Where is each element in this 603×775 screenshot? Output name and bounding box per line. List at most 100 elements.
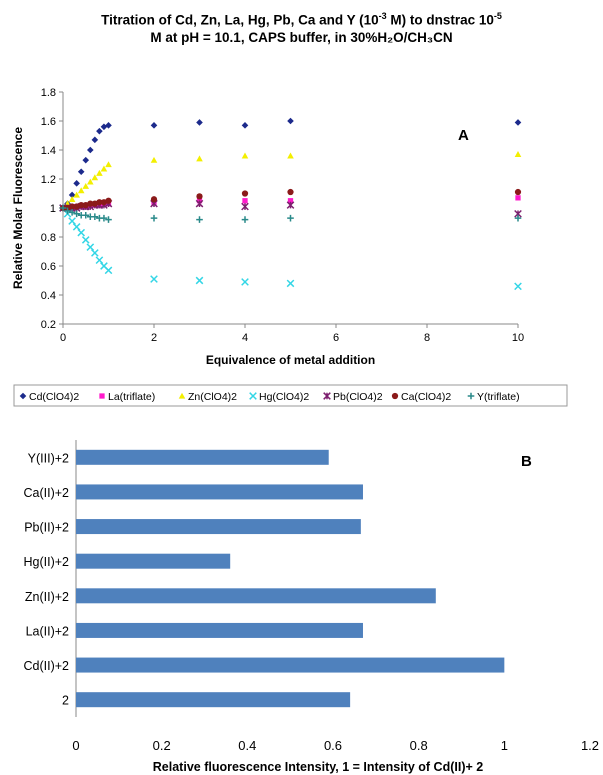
chart-a-y-tick-label: 1: [50, 203, 56, 215]
chart-a-point: [241, 152, 249, 159]
chart-a-point: [82, 182, 90, 189]
chart-a-point: [105, 122, 112, 129]
chart-a-point: [87, 200, 94, 207]
chart-a-point: [96, 199, 103, 206]
chart-a-point: [68, 203, 76, 210]
chart-b-bar: [76, 553, 231, 569]
chart-a-legend-label: Pb(ClO4)2: [333, 391, 383, 403]
chart-a-point: [96, 127, 103, 135]
chart-a-point: [81, 236, 90, 244]
chart-a-point: [77, 187, 85, 194]
chart-a-point: [95, 256, 104, 265]
chart-a-point: [287, 188, 294, 196]
chart-b-category-label: Pb(II)+2: [24, 521, 69, 535]
chart-a-y-tick-label: 0.6: [41, 261, 56, 273]
chart-a-y-axis-title: Relative Molar Fluorescence: [11, 127, 25, 289]
chart-a-x-tick-label: 4: [242, 332, 248, 344]
chart-a-point: [72, 223, 81, 231]
chart-a-y-tick-label: 1.8: [41, 87, 56, 99]
chart-a-point: [73, 210, 80, 218]
chart-a-point: [82, 156, 90, 164]
chart-a-point: [77, 168, 85, 176]
title-line-1: Titration of Cd, Zn, La, Hg, Pb, Ca and …: [101, 11, 502, 28]
chart-a-point: [241, 122, 249, 129]
chart-a-point: [105, 216, 112, 223]
chart-a-legend-marker: [323, 392, 331, 400]
chart-a-x-tick-label: 8: [424, 332, 430, 344]
chart-a-legend-marker: [391, 392, 399, 400]
chart-a-legend-marker: [467, 392, 475, 400]
chart-a-legend-marker: [178, 392, 186, 399]
chart-a-point: [78, 201, 85, 209]
chart-b-x-tick-label: 0.4: [238, 738, 256, 753]
chart-b-panel-label: B: [521, 453, 532, 470]
chart-a-point: [150, 122, 158, 129]
chart-a-y-tick-label: 0.2: [41, 319, 56, 331]
chart-b-bar: [76, 657, 505, 673]
chart-a-legend-label: Y(triflate): [477, 391, 520, 403]
chart-a-point: [64, 207, 71, 215]
chart-a-point: [73, 180, 80, 187]
chart-a-point: [73, 191, 80, 198]
chart-a-x-tick-label: 10: [512, 332, 524, 344]
chart-a-point: [150, 156, 158, 163]
chart-b-bar: [76, 588, 436, 604]
chart-a-point: [86, 243, 95, 251]
chart-a-point: [91, 136, 99, 144]
chart-a-y-tick-label: 1.2: [41, 174, 56, 186]
chart-b-category-label: Cd(II)+2: [23, 659, 69, 673]
chart-b-bar: [76, 622, 363, 638]
chart-a-legend-box: [13, 384, 568, 407]
chart-b-bar: [76, 519, 361, 535]
chart-a-point: [77, 228, 86, 237]
chart-a-point: [91, 213, 99, 220]
chart-a-point: [514, 119, 522, 126]
page-title: Titration of Cd, Zn, La, Hg, Pb, Ca and …: [0, 8, 603, 46]
chart-b-x-tick-label: 0.6: [324, 738, 342, 753]
chart-a-point: [287, 198, 294, 204]
chart-a-point: [100, 214, 108, 222]
chart-a-point: [68, 209, 76, 216]
chart-b-category-label: 2: [62, 694, 69, 708]
chart-a-point: [196, 155, 203, 162]
chart-a-point: [196, 216, 203, 223]
chart-b-category-label: Zn(II)+2: [25, 590, 69, 604]
chart-a-point: [514, 151, 522, 157]
chart-a-point: [59, 204, 67, 212]
chart-a-x-tick-label: 0: [60, 332, 66, 344]
chart-a-point: [286, 201, 295, 209]
chart-a-legend-marker: [19, 392, 27, 400]
chart-a-point: [287, 152, 294, 159]
chart-b-x-tick-label: 0: [72, 738, 79, 753]
chart-a-point: [150, 275, 158, 283]
title-line-2: M at pH = 10.1, CAPS buffer, in 30%H₂O/C…: [150, 29, 453, 45]
chart-b-x-tick-label: 1.2: [581, 738, 599, 753]
chart-a-point: [287, 117, 294, 125]
chart-a-point: [196, 119, 203, 126]
chart-a-point: [87, 146, 94, 154]
chart-a-legend-label: Ca(ClO4)2: [401, 391, 451, 403]
chart-a-point: [196, 193, 203, 200]
chart-a-legend-label: Zn(ClO4)2: [188, 391, 237, 403]
chart-a-point: [242, 198, 248, 204]
chart-a-point: [195, 199, 204, 208]
chart-a-y-tick-label: 0.4: [41, 290, 56, 302]
chart-a-point: [68, 191, 76, 199]
chart-b-bar: [76, 484, 363, 500]
chart-a-point: [100, 165, 108, 172]
chart-a-legend-marker: [249, 392, 257, 400]
chart-a-point: [241, 278, 249, 286]
chart-a-point: [241, 202, 249, 211]
chart-a-point: [68, 217, 76, 225]
chart-a-point: [82, 211, 90, 219]
chart-a-x-axis-title: Equivalence of metal addition: [206, 353, 375, 367]
chart-b-x-tick-label: 1: [501, 738, 508, 753]
chart-a-x-tick-label: 2: [151, 332, 157, 344]
chart-a-point: [286, 279, 295, 288]
chart-a-legend-marker: [99, 393, 105, 399]
chart-a-point: [150, 196, 158, 203]
chart-a-legend-label: Cd(ClO4)2: [29, 391, 79, 403]
chart-a-point: [241, 216, 249, 223]
chart-b-category-label: Ca(II)+2: [23, 486, 69, 500]
chart-a-point: [91, 249, 99, 257]
